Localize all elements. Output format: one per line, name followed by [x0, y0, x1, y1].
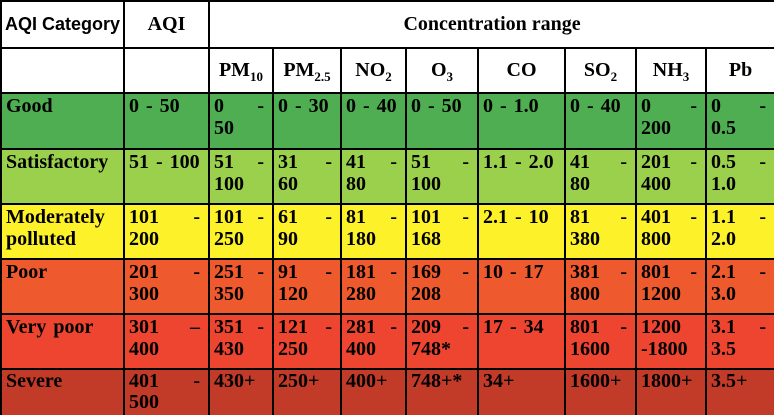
value-cell: 2.1 - 10	[477, 203, 566, 260]
aqi-range-cell: 401 - 500	[123, 368, 210, 415]
value-cell: 1600+	[564, 368, 637, 415]
pollutant-header-pm10: PM10	[208, 47, 274, 94]
value-cell: 31 - 60	[272, 148, 342, 205]
value-cell: 1800+	[635, 368, 707, 415]
value-cell: 400+	[340, 368, 407, 415]
value-cell: 3.1 - 3.5	[704, 313, 774, 370]
value-cell: 0 - 50	[208, 92, 274, 150]
value-cell: 41 - 80	[340, 148, 407, 205]
value-cell: 201 - 400	[635, 148, 707, 205]
row-good: Good 0 - 50 0 - 50 0 - 30 0 - 40 0 - 50 …	[0, 92, 774, 150]
value-cell: 2.1 - 3.0	[704, 258, 774, 315]
value-cell: 81 - 380	[564, 203, 637, 260]
value-cell: 0 - 30	[272, 92, 342, 150]
value-cell: 17 - 34	[477, 313, 566, 370]
value-cell: 250+	[272, 368, 342, 415]
value-cell: 91 - 120	[272, 258, 342, 315]
aqi-range-cell: 201 - 300	[123, 258, 210, 315]
value-cell: 1.1 - 2.0	[477, 148, 566, 205]
aqi-range-cell: 0 - 50	[123, 92, 210, 150]
value-cell: 121 - 250	[272, 313, 342, 370]
pollutant-header-pm25: PM2.5	[272, 47, 342, 94]
value-cell: 51 - 100	[405, 148, 479, 205]
pollutant-header-no2: NO2	[340, 47, 407, 94]
row-poor: Poor 201 - 300 251 - 350 91 - 120 181 - …	[0, 258, 774, 315]
row-very-poor: Very poor 301 – 400 351 - 430 121 - 250 …	[0, 313, 774, 370]
value-cell: 0.5 - 1.0	[704, 148, 774, 205]
value-cell: 801 - 1200	[635, 258, 707, 315]
aqi-category-header: AQI Category	[0, 0, 125, 49]
aqi-range-cell: 101 - 200	[123, 203, 210, 260]
row-satisfactory: Satisfactory 51 - 100 51 - 100 31 - 60 4…	[0, 148, 774, 205]
value-cell: 81 - 180	[340, 203, 407, 260]
pollutant-header-nh3: NH3	[635, 47, 707, 94]
pollutant-header-so2: SO2	[564, 47, 637, 94]
empty-cell	[0, 47, 125, 94]
value-cell: 351 - 430	[208, 313, 274, 370]
value-cell: 801 - 1600	[564, 313, 637, 370]
category-cell: Good	[0, 92, 125, 150]
value-cell: 41 - 80	[564, 148, 637, 205]
value-cell: 181 - 280	[340, 258, 407, 315]
aqi-range-cell: 301 – 400	[123, 313, 210, 370]
value-cell: 209 - 748*	[405, 313, 479, 370]
header-row-main: AQI Category AQI Concentration range	[0, 0, 774, 49]
empty-cell	[123, 47, 210, 94]
value-cell: 0 - 1.0	[477, 92, 566, 150]
value-cell: 0 - 200	[635, 92, 707, 150]
value-cell: 281 - 400	[340, 313, 407, 370]
value-cell: 0 - 50	[405, 92, 479, 150]
value-cell: 34+	[477, 368, 566, 415]
row-severe: Severe 401 - 500 430+ 250+ 400+ 748+* 34…	[0, 368, 774, 415]
value-cell: 0 - 0.5	[704, 92, 774, 150]
pollutant-header-co: CO	[477, 47, 566, 94]
category-cell: Satisfactory	[0, 148, 125, 205]
value-cell: 10 - 17	[477, 258, 566, 315]
value-cell: 3.5+	[704, 368, 774, 415]
category-cell: Moderately polluted	[0, 203, 125, 260]
value-cell: 51 - 100	[208, 148, 274, 205]
pollutant-header-pb: Pb	[704, 47, 774, 94]
value-cell: 748+*	[405, 368, 479, 415]
value-cell: 101 - 250	[208, 203, 274, 260]
value-cell: 0 - 40	[340, 92, 407, 150]
aqi-header: AQI	[123, 0, 210, 49]
category-cell: Severe	[0, 368, 125, 415]
aqi-range-cell: 51 - 100	[123, 148, 210, 205]
concentration-range-header: Concentration range	[207, 0, 774, 49]
value-cell: 401 - 800	[635, 203, 707, 260]
value-cell: 169 - 208	[405, 258, 479, 315]
header-row-pollutants: PM10 PM2.5 NO2 O3 CO SO2 NH3 Pb	[0, 47, 774, 94]
value-cell: 381 - 800	[564, 258, 637, 315]
category-cell: Poor	[0, 258, 125, 315]
value-cell: 430+	[208, 368, 274, 415]
value-cell: 1200 -1800	[635, 313, 707, 370]
row-moderately-polluted: Moderately polluted 101 - 200 101 - 250 …	[0, 203, 774, 260]
category-cell: Very poor	[0, 313, 125, 370]
value-cell: 1.1 - 2.0	[704, 203, 774, 260]
value-cell: 251 - 350	[208, 258, 274, 315]
value-cell: 101 - 168	[405, 203, 479, 260]
value-cell: 0 - 40	[564, 92, 637, 150]
pollutant-header-o3: O3	[405, 47, 479, 94]
value-cell: 61 - 90	[272, 203, 342, 260]
